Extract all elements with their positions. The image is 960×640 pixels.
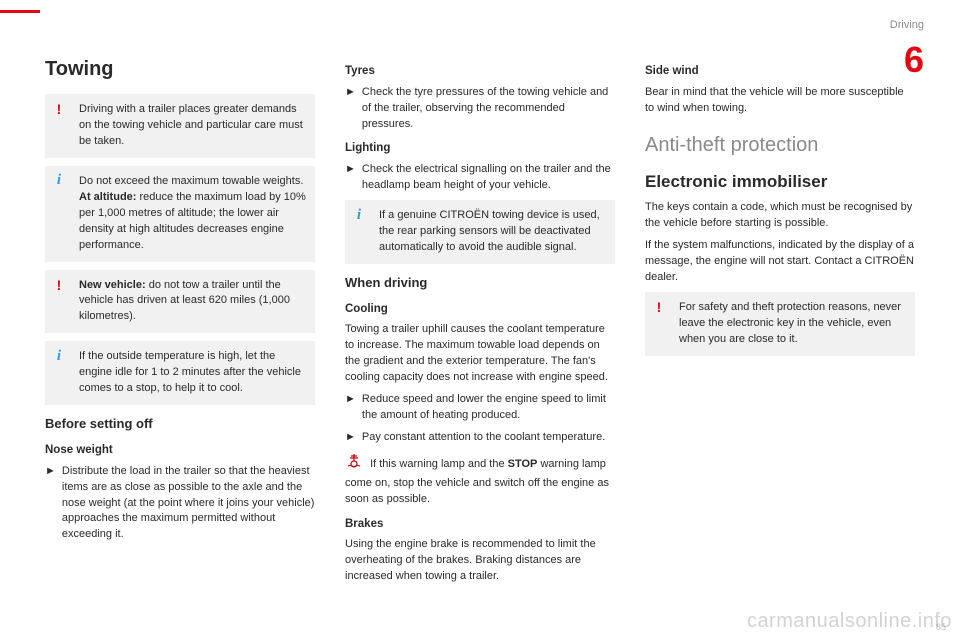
callout-lead: Do not exceed the maximum towable weight… <box>79 175 303 187</box>
warnlamp-pre: If this warning lamp and the <box>370 458 508 470</box>
para-warning-lamp: If this warning lamp and the STOP warnin… <box>345 452 615 508</box>
bullet-reduce-speed: ► Reduce speed and lower the engine spee… <box>345 392 615 424</box>
warnlamp-bold: STOP <box>508 458 538 470</box>
callout-text: Do not exceed the maximum towable weight… <box>53 174 307 254</box>
page-body: Towing ! Driving with a trailer places g… <box>0 0 960 611</box>
para-side-wind: Bear in mind that the vehicle will be mo… <box>645 85 915 117</box>
header-accent-bar <box>0 10 40 13</box>
info-icon: i <box>51 173 67 189</box>
bullet-text: Check the tyre pressures of the towing v… <box>362 85 615 133</box>
page-number: 85 <box>936 621 946 634</box>
warning-icon: ! <box>51 277 67 293</box>
column-2: Tyres ► Check the tyre pressures of the … <box>345 55 615 591</box>
section-label: Driving <box>890 18 924 34</box>
para-keys-code: The keys contain a code, which must be r… <box>645 200 915 232</box>
column-1: Towing ! Driving with a trailer places g… <box>45 55 315 591</box>
callout-bold: New vehicle: <box>79 279 146 291</box>
warning-icon: ! <box>51 101 67 117</box>
bullet-text: Pay constant attention to the coolant te… <box>362 430 605 446</box>
heading-anti-theft: Anti-theft protection <box>645 131 915 160</box>
para-brakes: Using the engine brake is recommended to… <box>345 537 615 585</box>
heading-cooling: Cooling <box>345 301 615 318</box>
chapter-number: 6 <box>890 42 924 78</box>
heading-lighting: Lighting <box>345 140 615 157</box>
callout-text: New vehicle: do not tow a trailer until … <box>53 278 307 326</box>
bullet-electrical-signalling: ► Check the electrical signalling on the… <box>345 162 615 194</box>
bullet-coolant-attention: ► Pay constant attention to the coolant … <box>345 430 615 446</box>
heading-when-driving: When driving <box>345 274 615 293</box>
heading-brakes: Brakes <box>345 516 615 533</box>
bullet-arrow-icon: ► <box>345 392 356 424</box>
bullet-text: Reduce speed and lower the engine speed … <box>362 392 615 424</box>
bullet-arrow-icon: ► <box>345 85 356 133</box>
bullet-text: Check the electrical signalling on the t… <box>362 162 615 194</box>
callout-info-idle-cool: i If the outside temperature is high, le… <box>45 341 315 405</box>
heading-towing: Towing <box>45 55 315 84</box>
heading-side-wind: Side wind <box>645 63 915 80</box>
bullet-arrow-icon: ► <box>345 430 356 446</box>
para-system-malfunction: If the system malfunctions, indicated by… <box>645 238 915 286</box>
callout-text: If the outside temperature is high, let … <box>53 349 307 397</box>
warning-icon: ! <box>651 299 667 315</box>
callout-info-towing-device: i If a genuine CITROËN towing device is … <box>345 200 615 264</box>
bullet-arrow-icon: ► <box>45 464 56 544</box>
callout-text: For safety and theft protection reasons,… <box>653 300 907 348</box>
bullet-arrow-icon: ► <box>345 162 356 194</box>
info-icon: i <box>351 207 367 223</box>
callout-warning-key-in-vehicle: ! For safety and theft protection reason… <box>645 292 915 356</box>
heading-nose-weight: Nose weight <box>45 442 315 459</box>
heading-before-setting-off: Before setting off <box>45 415 315 434</box>
callout-warning-trailer-demands: ! Driving with a trailer places greater … <box>45 94 315 158</box>
bullet-text: Distribute the load in the trailer so th… <box>62 464 315 544</box>
para-cooling: Towing a trailer uphill causes the coola… <box>345 322 615 386</box>
page-header: Driving 6 <box>890 18 924 78</box>
heading-immobiliser: Electronic immobiliser <box>645 170 915 195</box>
heading-tyres: Tyres <box>345 63 615 80</box>
callout-info-max-weight: i Do not exceed the maximum towable weig… <box>45 166 315 262</box>
thermometer-icon <box>345 452 363 476</box>
callout-warning-new-vehicle: ! New vehicle: do not tow a trailer unti… <box>45 270 315 334</box>
callout-bold: At altitude: <box>79 191 136 203</box>
callout-text: If a genuine CITROËN towing device is us… <box>353 208 607 256</box>
bullet-distribute-load: ► Distribute the load in the trailer so … <box>45 464 315 544</box>
info-icon: i <box>51 348 67 364</box>
watermark: carmanualsonline.info <box>747 607 952 636</box>
column-3: Side wind Bear in mind that the vehicle … <box>645 55 915 591</box>
bullet-tyre-pressure: ► Check the tyre pressures of the towing… <box>345 85 615 133</box>
callout-text: Driving with a trailer places greater de… <box>53 102 307 150</box>
